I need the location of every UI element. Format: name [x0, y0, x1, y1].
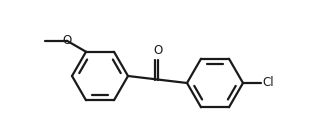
Text: Cl: Cl [262, 76, 274, 90]
Text: O: O [153, 43, 162, 56]
Text: O: O [62, 34, 72, 47]
